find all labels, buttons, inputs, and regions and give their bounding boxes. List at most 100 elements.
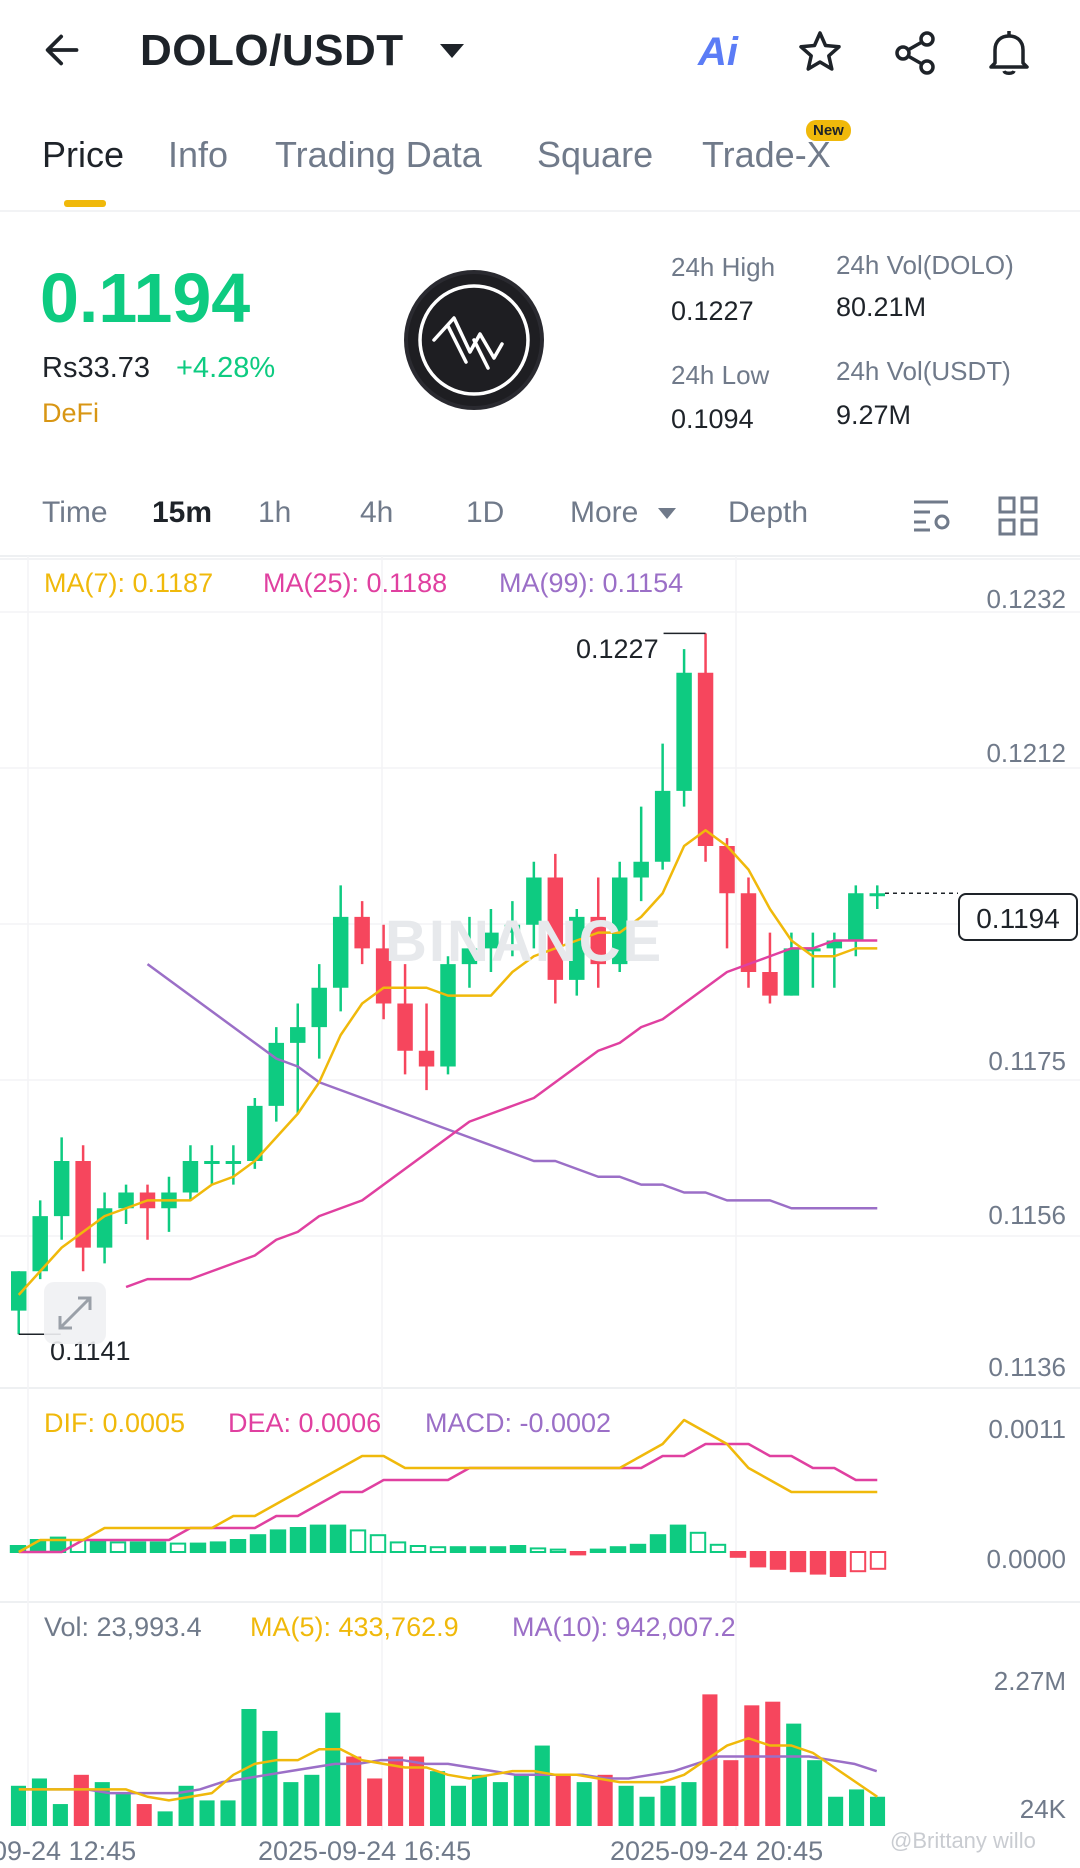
macd-bar	[329, 1524, 347, 1553]
tf-1h[interactable]: 1h	[258, 496, 292, 529]
vol-quote-label: 24h Vol(USDT)	[836, 356, 1011, 386]
candle-body	[461, 948, 478, 965]
tab-trading-data[interactable]: Trading Data	[275, 134, 482, 175]
tab-info[interactable]: Info	[168, 134, 229, 175]
tab-trade-x[interactable]: Trade-X	[702, 134, 831, 175]
volume-bar	[136, 1804, 152, 1826]
volume-bar	[639, 1796, 655, 1826]
volume-bar	[723, 1760, 739, 1826]
candle-body	[547, 877, 564, 980]
ma7-legend: MA(7): 0.1187	[44, 568, 214, 598]
share-icon[interactable]	[890, 28, 940, 78]
ai-icon[interactable]: Ai	[698, 30, 738, 75]
tf-time[interactable]: Time	[42, 496, 108, 529]
volume-bar	[828, 1796, 844, 1826]
candle-body	[504, 924, 521, 933]
chart-settings-icon[interactable]	[910, 494, 954, 538]
candle-body	[75, 1161, 91, 1248]
fullscreen-button[interactable]	[44, 1282, 106, 1344]
dea-legend: DEA: 0.0006	[228, 1408, 382, 1438]
pair-title[interactable]: DOLO/USDT	[140, 26, 404, 75]
macd-bar	[829, 1551, 847, 1577]
credit-text: @Brittany willo	[890, 1828, 1036, 1853]
macd-bar	[469, 1546, 487, 1553]
bell-icon[interactable]	[984, 26, 1034, 78]
macd-bar	[509, 1545, 527, 1553]
macd-bar	[569, 1551, 587, 1556]
tf-more[interactable]: More	[570, 496, 639, 529]
volume-bar	[115, 1793, 131, 1826]
macd-bar	[589, 1548, 607, 1553]
macd-bar	[349, 1529, 367, 1554]
volume-bar	[304, 1774, 320, 1826]
candle-body	[654, 790, 671, 862]
macd-bar	[209, 1541, 227, 1554]
macd-bar	[229, 1539, 247, 1553]
volume-bar	[681, 1782, 697, 1826]
volume-bar	[220, 1800, 236, 1826]
token-logo	[404, 270, 544, 410]
high-value: 0.1227	[671, 296, 754, 326]
candle-body	[182, 1161, 199, 1193]
dea-line	[18, 1442, 878, 1554]
ma25-line	[125, 939, 878, 1289]
vol-legend: Vol: 23,993.4	[44, 1612, 202, 1642]
vol-ma5-line	[18, 1736, 878, 1802]
tab-price[interactable]: Price	[42, 134, 125, 175]
volume-bar	[346, 1756, 362, 1826]
max-price-marker: 0.1227	[576, 634, 659, 664]
volume-bar	[73, 1774, 89, 1826]
active-tab-indicator	[64, 200, 106, 207]
more-caret-icon[interactable]	[658, 508, 676, 519]
volume-bar	[325, 1712, 341, 1826]
star-icon[interactable]	[796, 28, 844, 76]
candle-body	[869, 893, 885, 897]
volume-bar	[534, 1745, 550, 1826]
x-tick: 2025-09-24 16:45	[258, 1836, 472, 1866]
volume-bar	[660, 1785, 676, 1826]
candle-body	[783, 948, 800, 996]
volume-bar	[10, 1785, 27, 1826]
volume-bar	[576, 1782, 592, 1826]
caret-down-icon[interactable]	[440, 44, 464, 58]
macd-bar	[89, 1539, 107, 1553]
top-bar: DOLO/USDT Ai	[0, 0, 1080, 110]
volume-bar	[409, 1756, 425, 1826]
macd-bar	[109, 1541, 127, 1554]
ma99-line	[146, 963, 878, 1210]
fiat-price: Rs33.73	[42, 352, 151, 384]
y-tick: 0.1175	[988, 1046, 1066, 1076]
layout-grid-icon[interactable]	[996, 494, 1040, 538]
dif-legend: DIF: 0.0005	[44, 1408, 186, 1438]
macd-bar	[849, 1551, 867, 1573]
macd-bar	[629, 1543, 647, 1554]
candle-body	[697, 672, 714, 846]
tf-depth[interactable]: Depth	[728, 496, 809, 529]
mountain-icon	[418, 284, 530, 396]
candle-body	[526, 877, 542, 925]
y-tick: 0.1212	[986, 738, 1066, 768]
macd-bar	[389, 1541, 407, 1554]
macd-bar	[869, 1551, 887, 1570]
high-label: 24h High	[671, 252, 776, 282]
volume-bar	[597, 1774, 613, 1826]
category-tag[interactable]: DeFi	[42, 398, 100, 428]
macd-bar	[489, 1546, 507, 1553]
back-arrow-icon[interactable]	[40, 26, 88, 74]
candle-body	[32, 1216, 48, 1272]
macd-bar	[249, 1534, 267, 1553]
volume-bar	[283, 1782, 299, 1826]
macd-bar	[189, 1542, 207, 1553]
current-price-tag[interactable]: 0.1194	[958, 893, 1078, 941]
ai-label: Ai	[698, 30, 738, 74]
tf-15m[interactable]: 15m	[152, 496, 213, 529]
x-tick: 2025-09-24 20:45	[610, 1836, 824, 1866]
volume-bar	[429, 1771, 446, 1826]
tf-4h[interactable]: 4h	[360, 496, 394, 529]
tab-square[interactable]: Square	[537, 134, 654, 175]
vma10-legend: MA(10): 942,007.2	[512, 1612, 736, 1642]
tf-1d[interactable]: 1D	[466, 496, 505, 529]
macd-bar	[149, 1541, 167, 1554]
timeframe-bar: Time 15m 1h 4h 1D More Depth	[0, 488, 1080, 560]
